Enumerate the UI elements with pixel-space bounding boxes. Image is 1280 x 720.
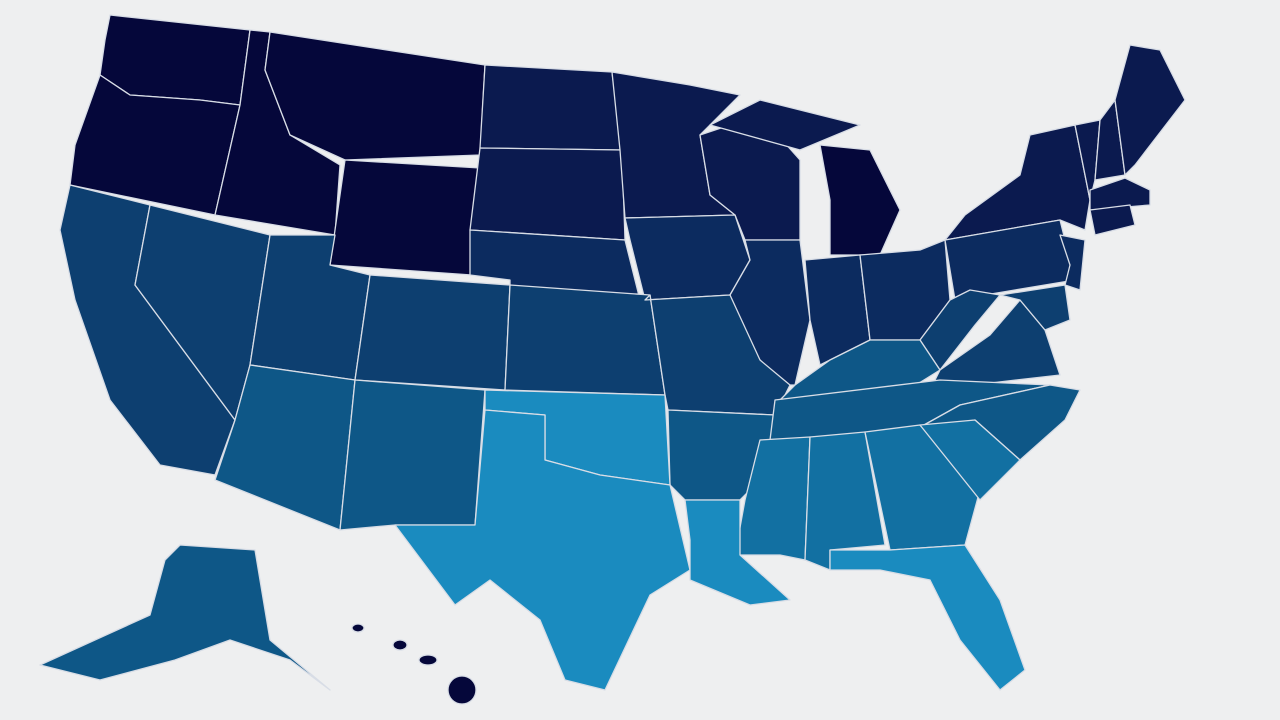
state [624, 214, 751, 301]
state [1114, 44, 1186, 176]
state [394, 409, 691, 691]
state [504, 284, 666, 396]
state [1059, 234, 1086, 291]
state [819, 144, 901, 256]
state [999, 284, 1071, 331]
state [709, 99, 861, 151]
state [1089, 177, 1151, 211]
state [1089, 204, 1136, 236]
island [447, 675, 477, 705]
state [829, 544, 1026, 691]
island [418, 654, 438, 666]
state [214, 364, 356, 531]
state [469, 147, 626, 241]
state [329, 159, 481, 276]
state [39, 544, 331, 691]
state [479, 64, 623, 151]
state [354, 274, 511, 391]
island [351, 623, 365, 633]
state [339, 379, 486, 531]
island [392, 639, 408, 651]
state [684, 499, 791, 606]
state [864, 424, 981, 551]
state [919, 419, 1021, 501]
state [944, 124, 1091, 241]
